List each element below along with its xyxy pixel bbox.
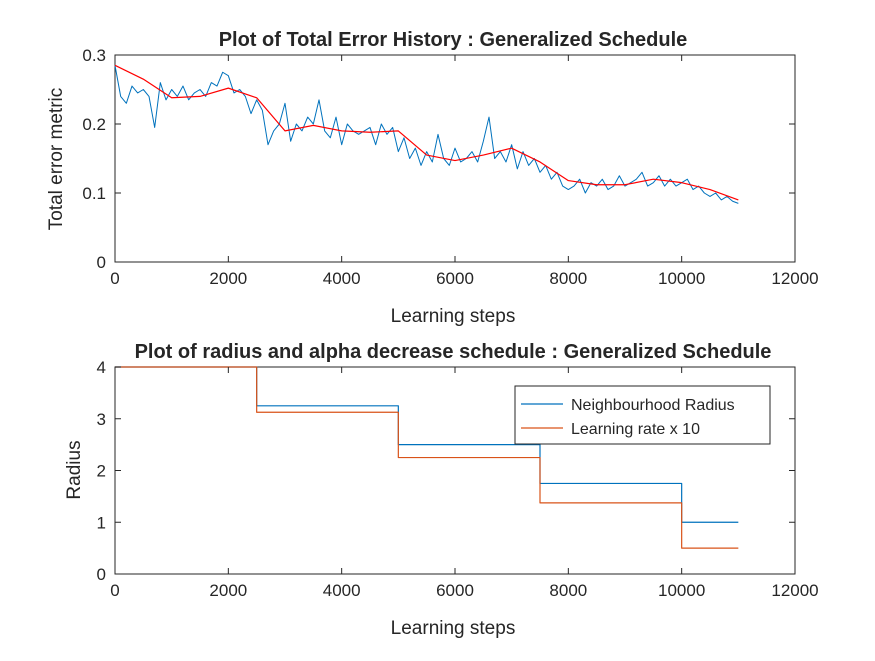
error-series-smooth-curve — [114, 64, 739, 201]
schedule-x-tick-label: 6000 — [436, 581, 474, 600]
schedule-x-tick-label: 8000 — [549, 581, 587, 600]
error-ticks-group: 0 2000 4000 6000 8000 10000 12000 0 0.1 0.2 0.3 — [82, 46, 818, 288]
error-x-tick-label: 6000 — [436, 269, 474, 288]
schedule-ticks-group: 0 2000 4000 6000 8000 10000 12000 0 1 2 3 4 — [97, 358, 819, 600]
error-x-tick-label: 12000 — [771, 269, 818, 288]
schedule-chart-title: Plot of radius and alpha decrease schedu… — [135, 341, 772, 363]
schedule-y-tick-label: 2 — [97, 462, 106, 481]
error-y-axis-label: Total error metric — [46, 88, 67, 231]
error-x-tick-label: 8000 — [549, 269, 587, 288]
error-x-tick-label: 0 — [110, 269, 119, 288]
error-plot-area — [114, 54, 796, 263]
legend-label-learning-rate: Learning rate x 10 — [571, 421, 700, 438]
schedule-x-axis-label: Learning steps — [391, 618, 516, 639]
schedule-series-group — [115, 366, 739, 549]
error-x-tick-label: 10000 — [658, 269, 705, 288]
error-y-tick-label: 0 — [97, 253, 106, 272]
error-x-axis-label: Learning steps — [391, 306, 516, 327]
legend-label-radius: Neighbourhood Radius — [571, 397, 735, 414]
schedule-axes: Plot of radius and alpha decrease schedu… — [64, 341, 819, 639]
error-series-noisy-curve — [114, 65, 739, 204]
schedule-x-tick-label: 0 — [110, 581, 119, 600]
schedule-y-tick-label: 0 — [97, 565, 106, 584]
error-chart-title: Plot of Total Error History : Generalize… — [219, 29, 688, 51]
error-y-tick-label: 0.2 — [82, 115, 106, 134]
schedule-series-learning-rate-x-10 — [115, 366, 739, 549]
schedule-y-tick-label: 1 — [97, 513, 106, 532]
schedule-x-tick-label: 10000 — [658, 581, 705, 600]
schedule-y-tick-label: 3 — [97, 410, 106, 429]
schedule-legend: Neighbourhood Radius Learning rate x 10 — [514, 385, 771, 445]
schedule-y-axis-label: Radius — [64, 440, 85, 499]
legend-box — [514, 385, 771, 445]
error-history-axes: Plot of Total Error History : Generalize… — [46, 29, 819, 327]
schedule-x-tick-label: 12000 — [771, 581, 818, 600]
error-y-tick-label: 0.1 — [82, 184, 106, 203]
schedule-y-tick-label: 4 — [97, 358, 106, 377]
error-x-tick-label: 4000 — [323, 269, 361, 288]
error-y-tick-label: 0.3 — [82, 46, 106, 65]
error-x-tick-label: 2000 — [209, 269, 247, 288]
schedule-x-tick-label: 4000 — [323, 581, 361, 600]
error-series-group — [114, 64, 739, 204]
schedule-x-tick-label: 2000 — [209, 581, 247, 600]
